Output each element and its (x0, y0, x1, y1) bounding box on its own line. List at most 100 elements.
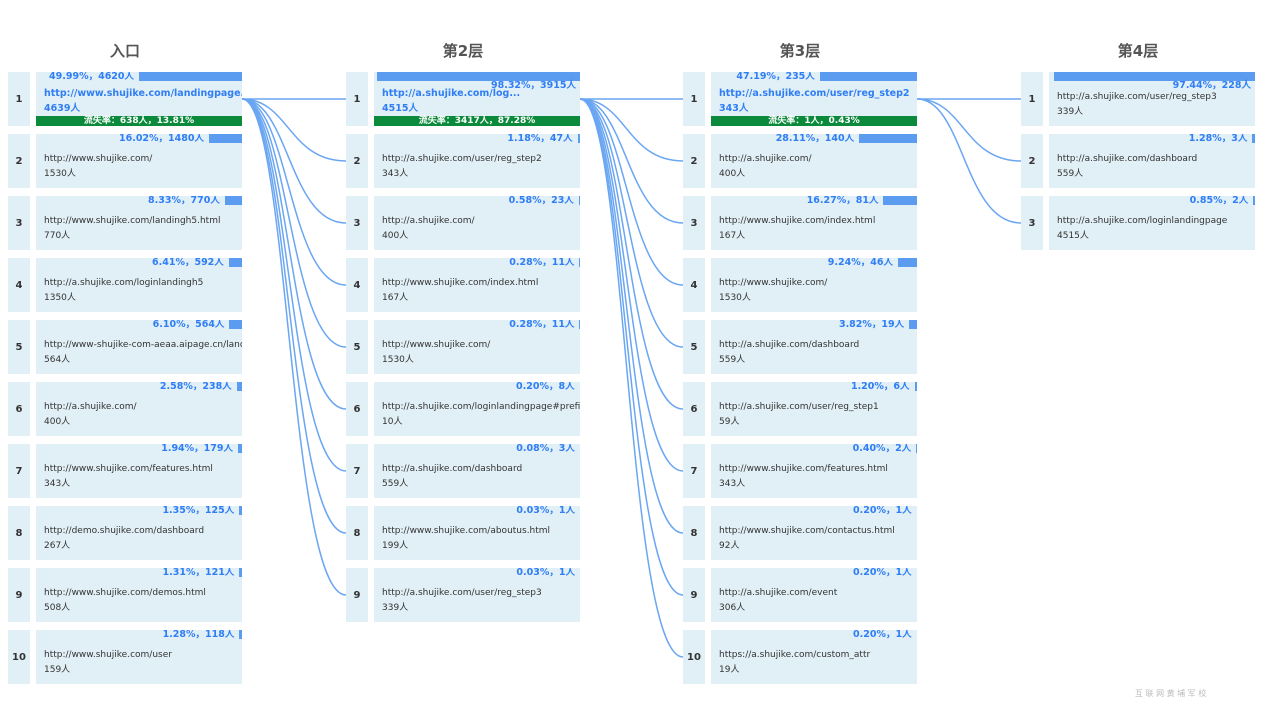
url: http://www.shujike.com/features.html (44, 464, 213, 474)
rank: 5 (8, 320, 30, 374)
watermark: 互 联 网 黄 埔 军 校 (1135, 689, 1207, 698)
rank: 3 (683, 196, 705, 250)
rank: 4 (8, 258, 30, 312)
rank: 5 (346, 320, 368, 374)
url: http://a.shujike.com/dashboard (1057, 154, 1198, 164)
url: http://www-shujike-com-aeaa.aipage.cn/la… (44, 340, 242, 350)
node-card[interactable]: 1.28%，118人 http://www.shujike.com/user 159… (36, 630, 242, 684)
url: http://a.shujike.com/loginlandingpage (1057, 216, 1228, 226)
node-card[interactable]: 0.20%，8人 http://a.shujike.com/loginlandin… (374, 382, 580, 436)
column-title: 第4层 (1117, 42, 1159, 60)
percent-label: 47.19%，235人 (736, 72, 815, 82)
node-card[interactable]: 98.32%，3915人 http://a.shujike.com/log... 4… (374, 72, 580, 126)
node-card[interactable]: 1.18%，47人 http://a.shujike.com/user/reg_s… (374, 134, 580, 188)
url: http://www.shujike.com/ (382, 340, 491, 350)
rank: 8 (683, 506, 705, 560)
node-card[interactable]: 6.10%，564人 http://www-shujike-com-aeaa.ai… (36, 320, 242, 374)
percent-bar (238, 444, 242, 453)
node-card[interactable]: 1.35%，125人 http://demo.shujike.com/dashbo… (36, 506, 242, 560)
node-card[interactable]: 0.40%，2人 http://www.shujike.com/features.… (711, 444, 917, 498)
rank: 2 (683, 134, 705, 188)
node-card[interactable]: 16.02%，1480人 http://www.shujike.com/1530人 (36, 134, 242, 188)
user-count: 339人 (1057, 107, 1084, 117)
url: http://www.shujike.com/index.html (382, 278, 539, 288)
node-card[interactable]: 0.08%，3人 http://a.shujike.com/dashboard 55… (374, 444, 580, 498)
percent-label: 97.44%，228人 (1172, 80, 1251, 91)
node-card[interactable]: 0.58%，23人 http://a.shujike.com/400人 (374, 196, 580, 250)
rank: 6 (346, 382, 368, 436)
percent-bar (897, 258, 917, 267)
node-card[interactable]: 2.58%，238人 http://a.shujike.com/400人 (36, 382, 242, 436)
loss-rate: 流失率：1人，0.43% (711, 116, 917, 126)
connector (579, 98, 684, 286)
connector (579, 98, 684, 534)
node-card[interactable]: 0.03%，1人 http://a.shujike.com/user/reg_st… (374, 568, 580, 622)
user-count: 19人 (719, 665, 740, 675)
user-count: 1350人 (44, 293, 76, 303)
node-card[interactable]: 6.41%，592人 http://a.shujike.com/loginland… (36, 258, 242, 312)
node-card[interactable]: 3.82%，19人 http://a.shujike.com/dashboard 5… (711, 320, 917, 374)
user-count: 1530人 (44, 169, 76, 179)
percent-bar (377, 72, 580, 81)
percent-label: 0.20%，8人 (516, 382, 575, 392)
percent-bar (914, 382, 917, 391)
url: http://a.shujike.com/user/reg_step2 (382, 154, 542, 164)
percent-label: 0.40%，2人 (852, 444, 912, 454)
url: http://www.shujike.com/features.html (719, 464, 888, 474)
node-card[interactable]: 1.94%，179人 http://www.shujike.com/feature… (36, 444, 242, 498)
node-card[interactable]: 0.20%，1人 https://a.shujike.com/custom_att… (711, 630, 917, 684)
rank: 5 (683, 320, 705, 374)
url: http://a.shujike.com/event (719, 588, 838, 598)
column-title: 第3层 (779, 42, 821, 60)
node-card[interactable]: 0.28%，11人 http://www.shujike.com/index.ht… (374, 258, 580, 312)
percent-bar (579, 258, 580, 267)
column-title: 第2层 (442, 42, 484, 60)
rank: 2 (8, 134, 30, 188)
node-card[interactable]: 97.44%，228人 http://a.shujike.com/user/reg… (1049, 72, 1255, 126)
percent-bar (209, 134, 242, 143)
url: http://a.shujike.com/user/reg_step1 (719, 402, 879, 412)
node-card[interactable]: 0.28%，11人 http://www.shujike.com/1530人 (374, 320, 580, 374)
connector (241, 98, 347, 596)
node-card[interactable]: 9.24%，46人 http://www.shujike.com/1530人 (711, 258, 917, 312)
rank: 6 (8, 382, 30, 436)
percent-label: 0.58%，23人 (508, 196, 574, 206)
rank: 2 (1021, 134, 1043, 188)
node-card[interactable]: 16.27%，81人 http://www.shujike.com/index.h… (711, 196, 917, 250)
rank: 4 (683, 258, 705, 312)
node-card[interactable]: 1.20%，6人 http://a.shujike.com/user/reg_st… (711, 382, 917, 436)
user-count: 559人 (719, 355, 746, 365)
node-card[interactable]: 1.31%，121人 http://www.shujike.com/demos.h… (36, 568, 242, 622)
node-card[interactable]: 0.03%，1人 http://www.shujike.com/aboutus.h… (374, 506, 580, 560)
percent-bar (578, 196, 580, 205)
url: http://www.shujike.com/demos.html (44, 588, 206, 598)
url: http://www.shujike.com/user (44, 650, 172, 660)
user-count: 343人 (719, 103, 749, 114)
url: http://a.shujike.com/ (382, 216, 475, 226)
percent-label: 1.94%，179人 (161, 444, 234, 454)
node-card[interactable]: 8.33%，770人 http://www.shujike.com/landing… (36, 196, 242, 250)
url: https://a.shujike.com/custom_attr (719, 650, 871, 660)
user-count: 4639人 (44, 103, 80, 114)
node-card[interactable]: 0.85%，2人 http://a.shujike.com/loginlandin… (1049, 196, 1255, 250)
node-card[interactable]: 1.28%，3人 http://a.shujike.com/dashboard 55… (1049, 134, 1255, 188)
percent-label: 9.24%，46人 (827, 258, 893, 268)
node-card[interactable]: 47.19%，235人 http://a.shujike.com/user/reg… (711, 72, 917, 126)
url: http://a.shujike.com/ (44, 402, 137, 412)
connector (916, 98, 1022, 224)
node-card[interactable]: 28.11%，140人 http://a.shujike.com/400人 (711, 134, 917, 188)
percent-label: 0.85%，2人 (1189, 196, 1249, 206)
node-card[interactable]: 0.20%，1人 http://a.shujike.com/event 306人 (711, 568, 917, 622)
user-count: 1530人 (719, 293, 751, 303)
node-card[interactable]: 0.20%，1人 http://www.shujike.com/contactus… (711, 506, 917, 560)
percent-bar (239, 506, 242, 515)
percent-label: 28.11%，140人 (775, 134, 855, 144)
node-card[interactable]: 49.99%，4620人 http://www.shujike.com/landi… (36, 72, 242, 126)
percent-label: 0.03%，1人 (516, 568, 575, 578)
user-count: 1530人 (382, 355, 414, 365)
connector (579, 98, 684, 658)
rank: 10 (8, 630, 30, 684)
rank: 2 (346, 134, 368, 188)
user-count: 400人 (44, 417, 71, 427)
